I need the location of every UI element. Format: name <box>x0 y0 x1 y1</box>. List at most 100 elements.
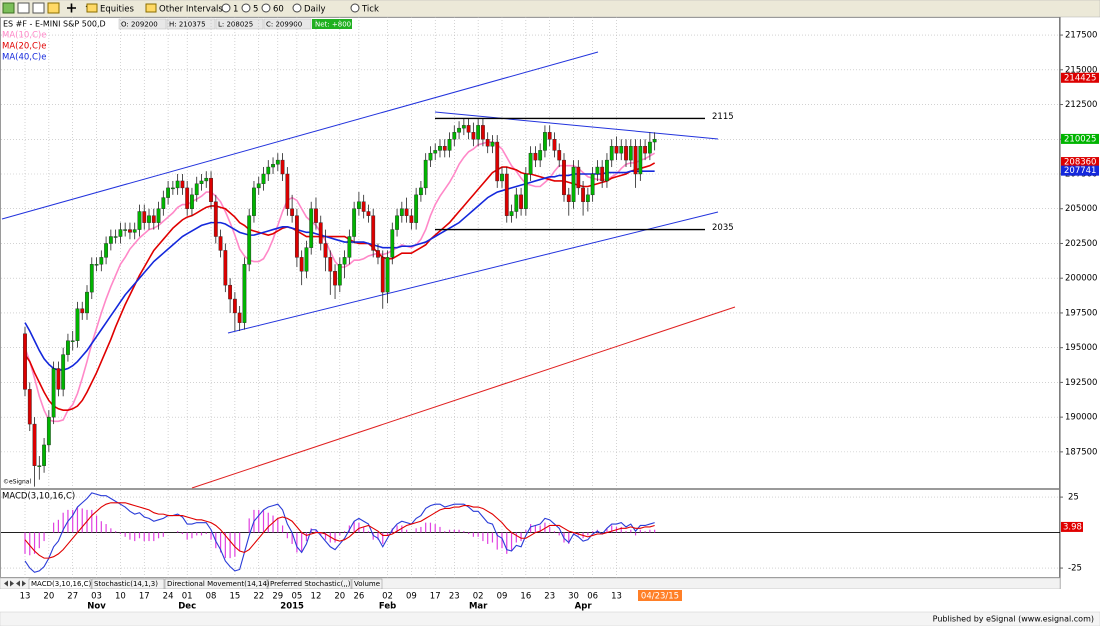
x-tick-label: 27 <box>67 592 78 602</box>
icon-folder[interactable] <box>86 3 98 13</box>
price-marker-label: 207741 <box>1064 166 1096 176</box>
y-tick-label: 195000 <box>1065 343 1097 353</box>
candle-body <box>309 208 314 248</box>
date-marker-label: 04/23/15 <box>641 592 679 602</box>
x-tick-label: 01 <box>182 592 193 602</box>
header-box <box>215 18 264 30</box>
candle-body <box>357 201 361 209</box>
candle-body <box>180 180 185 189</box>
x-tick-label: 23 <box>449 592 460 602</box>
x-tick-label: 02 <box>382 592 393 602</box>
toolbar-item[interactable]: Tick <box>361 5 379 15</box>
candle-body <box>266 166 271 175</box>
trend-channel-upper <box>1 51 599 220</box>
price-marker-label: 210025 <box>1064 134 1096 144</box>
candle-body <box>619 146 624 154</box>
toolbar-item[interactable]: Daily <box>304 5 326 15</box>
candle-body <box>652 139 657 143</box>
icon-link[interactable] <box>17 2 30 14</box>
x-tick-label: 20 <box>334 592 345 602</box>
month-label: Apr <box>575 602 593 612</box>
icon-clock[interactable] <box>221 3 231 13</box>
x-tick-label: 17 <box>139 592 150 602</box>
tab-label[interactable]: MACD(3,10,16,C) <box>31 580 92 588</box>
candle-body <box>242 264 247 323</box>
candle-body <box>638 146 643 175</box>
candle-body <box>404 208 409 216</box>
candle-body <box>447 139 452 151</box>
candle-body <box>190 194 194 209</box>
candle-body <box>89 264 94 293</box>
month-label: Nov <box>87 602 106 612</box>
candle-body <box>576 166 581 189</box>
tab-label[interactable]: Preferred Stochastic(,,) <box>270 580 351 588</box>
candle-body <box>218 236 223 251</box>
candle-body <box>175 180 180 189</box>
candle-body <box>280 159 285 175</box>
candle-body <box>495 141 500 182</box>
candle-body <box>56 368 61 390</box>
candle-body <box>333 271 337 286</box>
y-tick-label: 217500 <box>1065 31 1097 41</box>
candle-body <box>142 211 147 223</box>
header-value: H: 210375 <box>169 21 206 29</box>
candle-body <box>61 354 66 390</box>
candle-body <box>476 125 481 140</box>
candle-body <box>438 146 442 151</box>
candle-body <box>314 208 318 223</box>
icon-folder[interactable] <box>145 3 157 13</box>
candle-body <box>51 368 56 418</box>
candle-body <box>547 132 552 140</box>
candle-body <box>209 177 213 202</box>
candle-body <box>442 146 447 151</box>
toolbar-item[interactable]: 60 <box>273 5 284 15</box>
candle-body <box>399 208 404 216</box>
icon-clock[interactable] <box>261 3 271 13</box>
x-tick-label: 29 <box>272 592 283 602</box>
icon-clock[interactable] <box>292 3 302 13</box>
candle-body <box>161 197 166 209</box>
candle-body <box>371 215 376 251</box>
candle-body <box>490 141 495 147</box>
date-axis <box>0 589 1100 612</box>
candle-body <box>46 416 51 446</box>
icon-clock[interactable] <box>350 3 360 13</box>
icon-folder[interactable] <box>47 2 60 14</box>
candle-body <box>590 173 595 196</box>
candle-body <box>528 152 533 175</box>
header-value: C: 209900 <box>266 21 302 29</box>
candle-body <box>99 257 104 265</box>
macd-signal-line <box>24 502 655 559</box>
toolbar-item[interactable]: 5 <box>253 5 258 15</box>
candle-body <box>113 236 118 238</box>
toolbar-item[interactable]: Equities <box>100 5 134 15</box>
candle-body <box>395 215 399 230</box>
tab-label[interactable]: Directional Movement(14,14) <box>167 580 270 588</box>
icon-cursor[interactable] <box>32 2 45 14</box>
candle-body <box>390 229 395 258</box>
x-tick-label: 26 <box>353 592 364 602</box>
candle-body <box>104 243 108 258</box>
x-tick-label: 13 <box>611 592 622 602</box>
icon-clock[interactable] <box>241 3 251 13</box>
candle-body <box>471 132 476 140</box>
candle-body <box>538 150 543 161</box>
toolbar-icons <box>2 2 360 14</box>
candle-body <box>247 215 252 265</box>
candle-body <box>37 465 42 467</box>
x-tick-label: 12 <box>311 592 322 602</box>
x-tick-label: 02 <box>473 592 484 602</box>
candle-body <box>347 236 352 258</box>
icon-chart[interactable] <box>2 2 15 14</box>
toolbar-item[interactable]: 1 <box>233 5 238 15</box>
toolbar-item[interactable]: Other Intervals <box>159 5 223 15</box>
candle-body <box>66 340 70 355</box>
price-marker-label: 208360 <box>1064 158 1096 168</box>
candle-body <box>108 236 113 244</box>
candle-body <box>237 312 242 323</box>
candle-body <box>647 141 652 154</box>
candle-body <box>170 187 175 190</box>
tab-label[interactable]: Volume <box>354 580 380 588</box>
icon-add[interactable] <box>67 3 76 13</box>
tab-label[interactable]: Stochastic(14,1,3) <box>94 580 158 588</box>
